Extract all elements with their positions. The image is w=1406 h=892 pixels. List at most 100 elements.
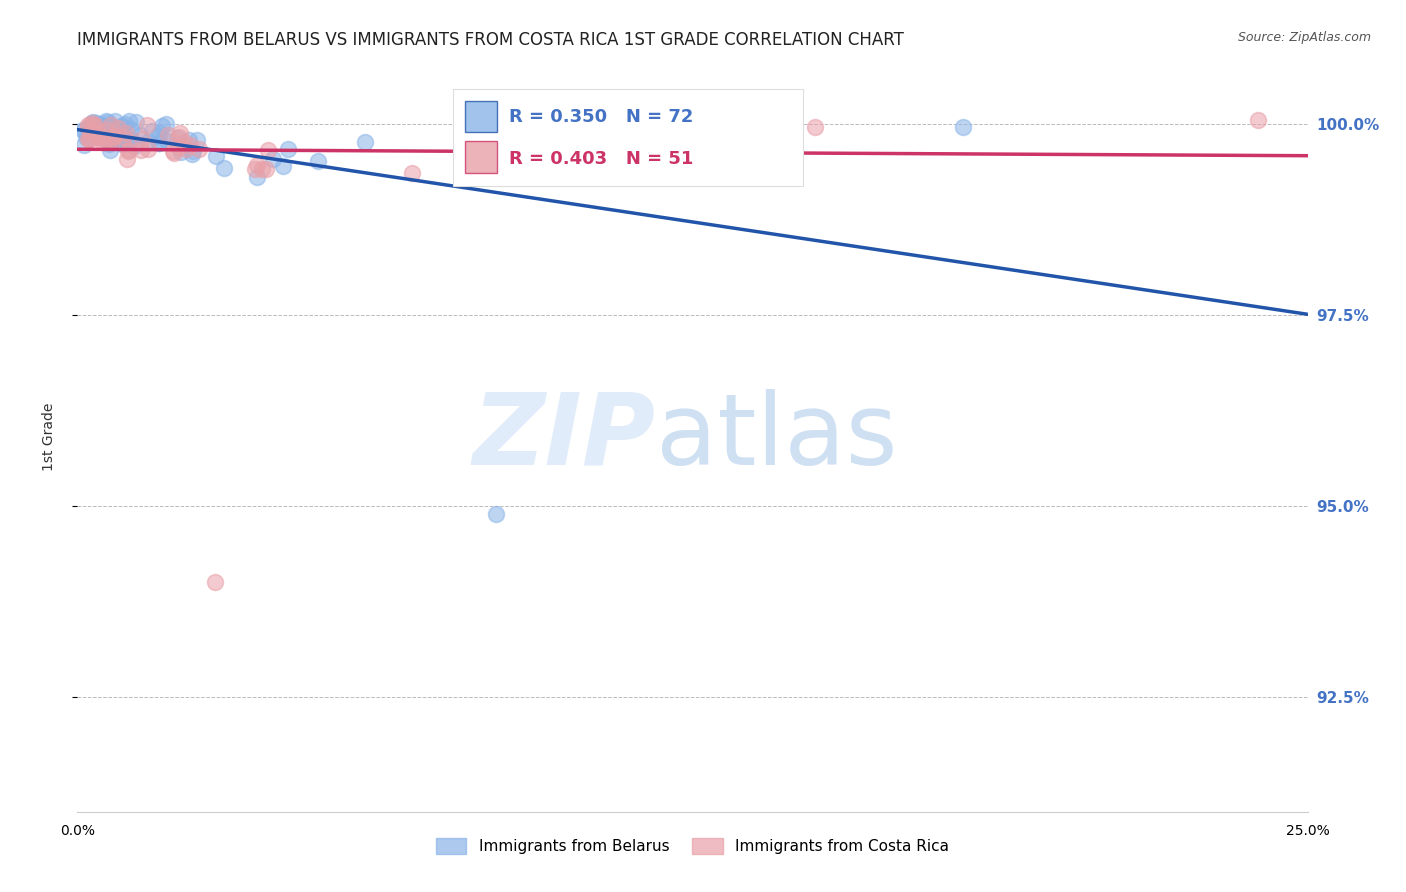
Point [94, 124, 117, 138]
Point [80, 115, 103, 129]
Point [72, 122, 94, 136]
Point [80, 116, 103, 130]
Point [157, 128, 180, 143]
Point [150, 119, 173, 133]
Point [79, 128, 101, 142]
Point [72, 123, 94, 137]
Text: R = 0.403   N = 51: R = 0.403 N = 51 [509, 150, 693, 168]
Text: atlas: atlas [655, 389, 897, 485]
Point [94, 114, 117, 128]
Point [163, 145, 186, 160]
Point [121, 121, 143, 136]
Point [89, 117, 111, 131]
Point [354, 136, 377, 150]
FancyBboxPatch shape [465, 101, 496, 132]
Point [246, 157, 269, 171]
Point [75, 130, 97, 145]
Point [117, 145, 139, 159]
Point [97, 114, 120, 128]
Point [243, 161, 266, 176]
Point [111, 119, 134, 133]
Point [105, 131, 128, 145]
Point [76, 118, 98, 132]
Point [307, 154, 329, 169]
Point [96, 129, 118, 144]
Point [100, 118, 122, 132]
Point [101, 130, 124, 145]
Point [120, 131, 142, 145]
Point [485, 507, 508, 521]
Point [131, 144, 153, 158]
FancyBboxPatch shape [453, 88, 803, 186]
Text: ZIP: ZIP [472, 389, 655, 485]
Point [87, 129, 110, 144]
Point [104, 130, 127, 145]
Point [149, 126, 172, 140]
Point [401, 165, 423, 179]
Point [84, 116, 107, 130]
Point [114, 126, 136, 140]
Point [73, 138, 96, 153]
Point [94, 128, 117, 142]
Point [91, 136, 114, 150]
Point [82, 118, 104, 132]
Point [110, 129, 132, 144]
Point [104, 114, 127, 128]
Point [125, 115, 148, 129]
Point [181, 144, 204, 158]
Point [155, 117, 177, 131]
Point [256, 144, 278, 158]
Point [79, 127, 101, 141]
Point [98, 143, 121, 157]
Point [277, 142, 299, 156]
Text: IMMIGRANTS FROM BELARUS VS IMMIGRANTS FROM COSTA RICA 1ST GRADE CORRELATION CHAR: IMMIGRANTS FROM BELARUS VS IMMIGRANTS FR… [77, 31, 904, 49]
Point [122, 139, 145, 153]
Point [136, 135, 159, 149]
Point [166, 131, 188, 145]
Point [82, 119, 104, 133]
Point [103, 128, 125, 143]
Point [170, 145, 193, 159]
Point [148, 136, 170, 150]
Point [188, 142, 211, 156]
Point [112, 129, 135, 144]
Point [952, 120, 974, 135]
Point [111, 136, 134, 151]
Point [104, 128, 127, 142]
Point [254, 161, 277, 176]
Point [101, 135, 124, 149]
Point [167, 129, 190, 144]
Point [1247, 112, 1270, 127]
Point [96, 120, 118, 135]
Point [82, 115, 104, 129]
Point [136, 142, 159, 156]
Point [91, 124, 114, 138]
Point [204, 575, 226, 590]
Point [110, 119, 132, 133]
Point [174, 143, 197, 157]
Point [148, 136, 170, 150]
Point [101, 130, 124, 145]
Point [114, 134, 136, 148]
Point [97, 119, 120, 133]
Point [173, 135, 195, 149]
Point [162, 144, 184, 158]
Point [262, 153, 284, 167]
Point [118, 144, 141, 158]
Point [98, 124, 121, 138]
Point [115, 152, 138, 166]
Point [89, 130, 111, 145]
Point [273, 159, 295, 173]
Point [804, 120, 827, 135]
Point [80, 122, 103, 136]
Point [114, 117, 136, 131]
Point [77, 132, 100, 146]
Point [141, 123, 163, 137]
Point [179, 133, 201, 147]
Point [148, 128, 170, 143]
Y-axis label: 1st Grade: 1st Grade [42, 403, 56, 471]
Point [80, 132, 103, 146]
Point [246, 169, 269, 184]
Point [167, 140, 190, 154]
Point [129, 128, 152, 142]
